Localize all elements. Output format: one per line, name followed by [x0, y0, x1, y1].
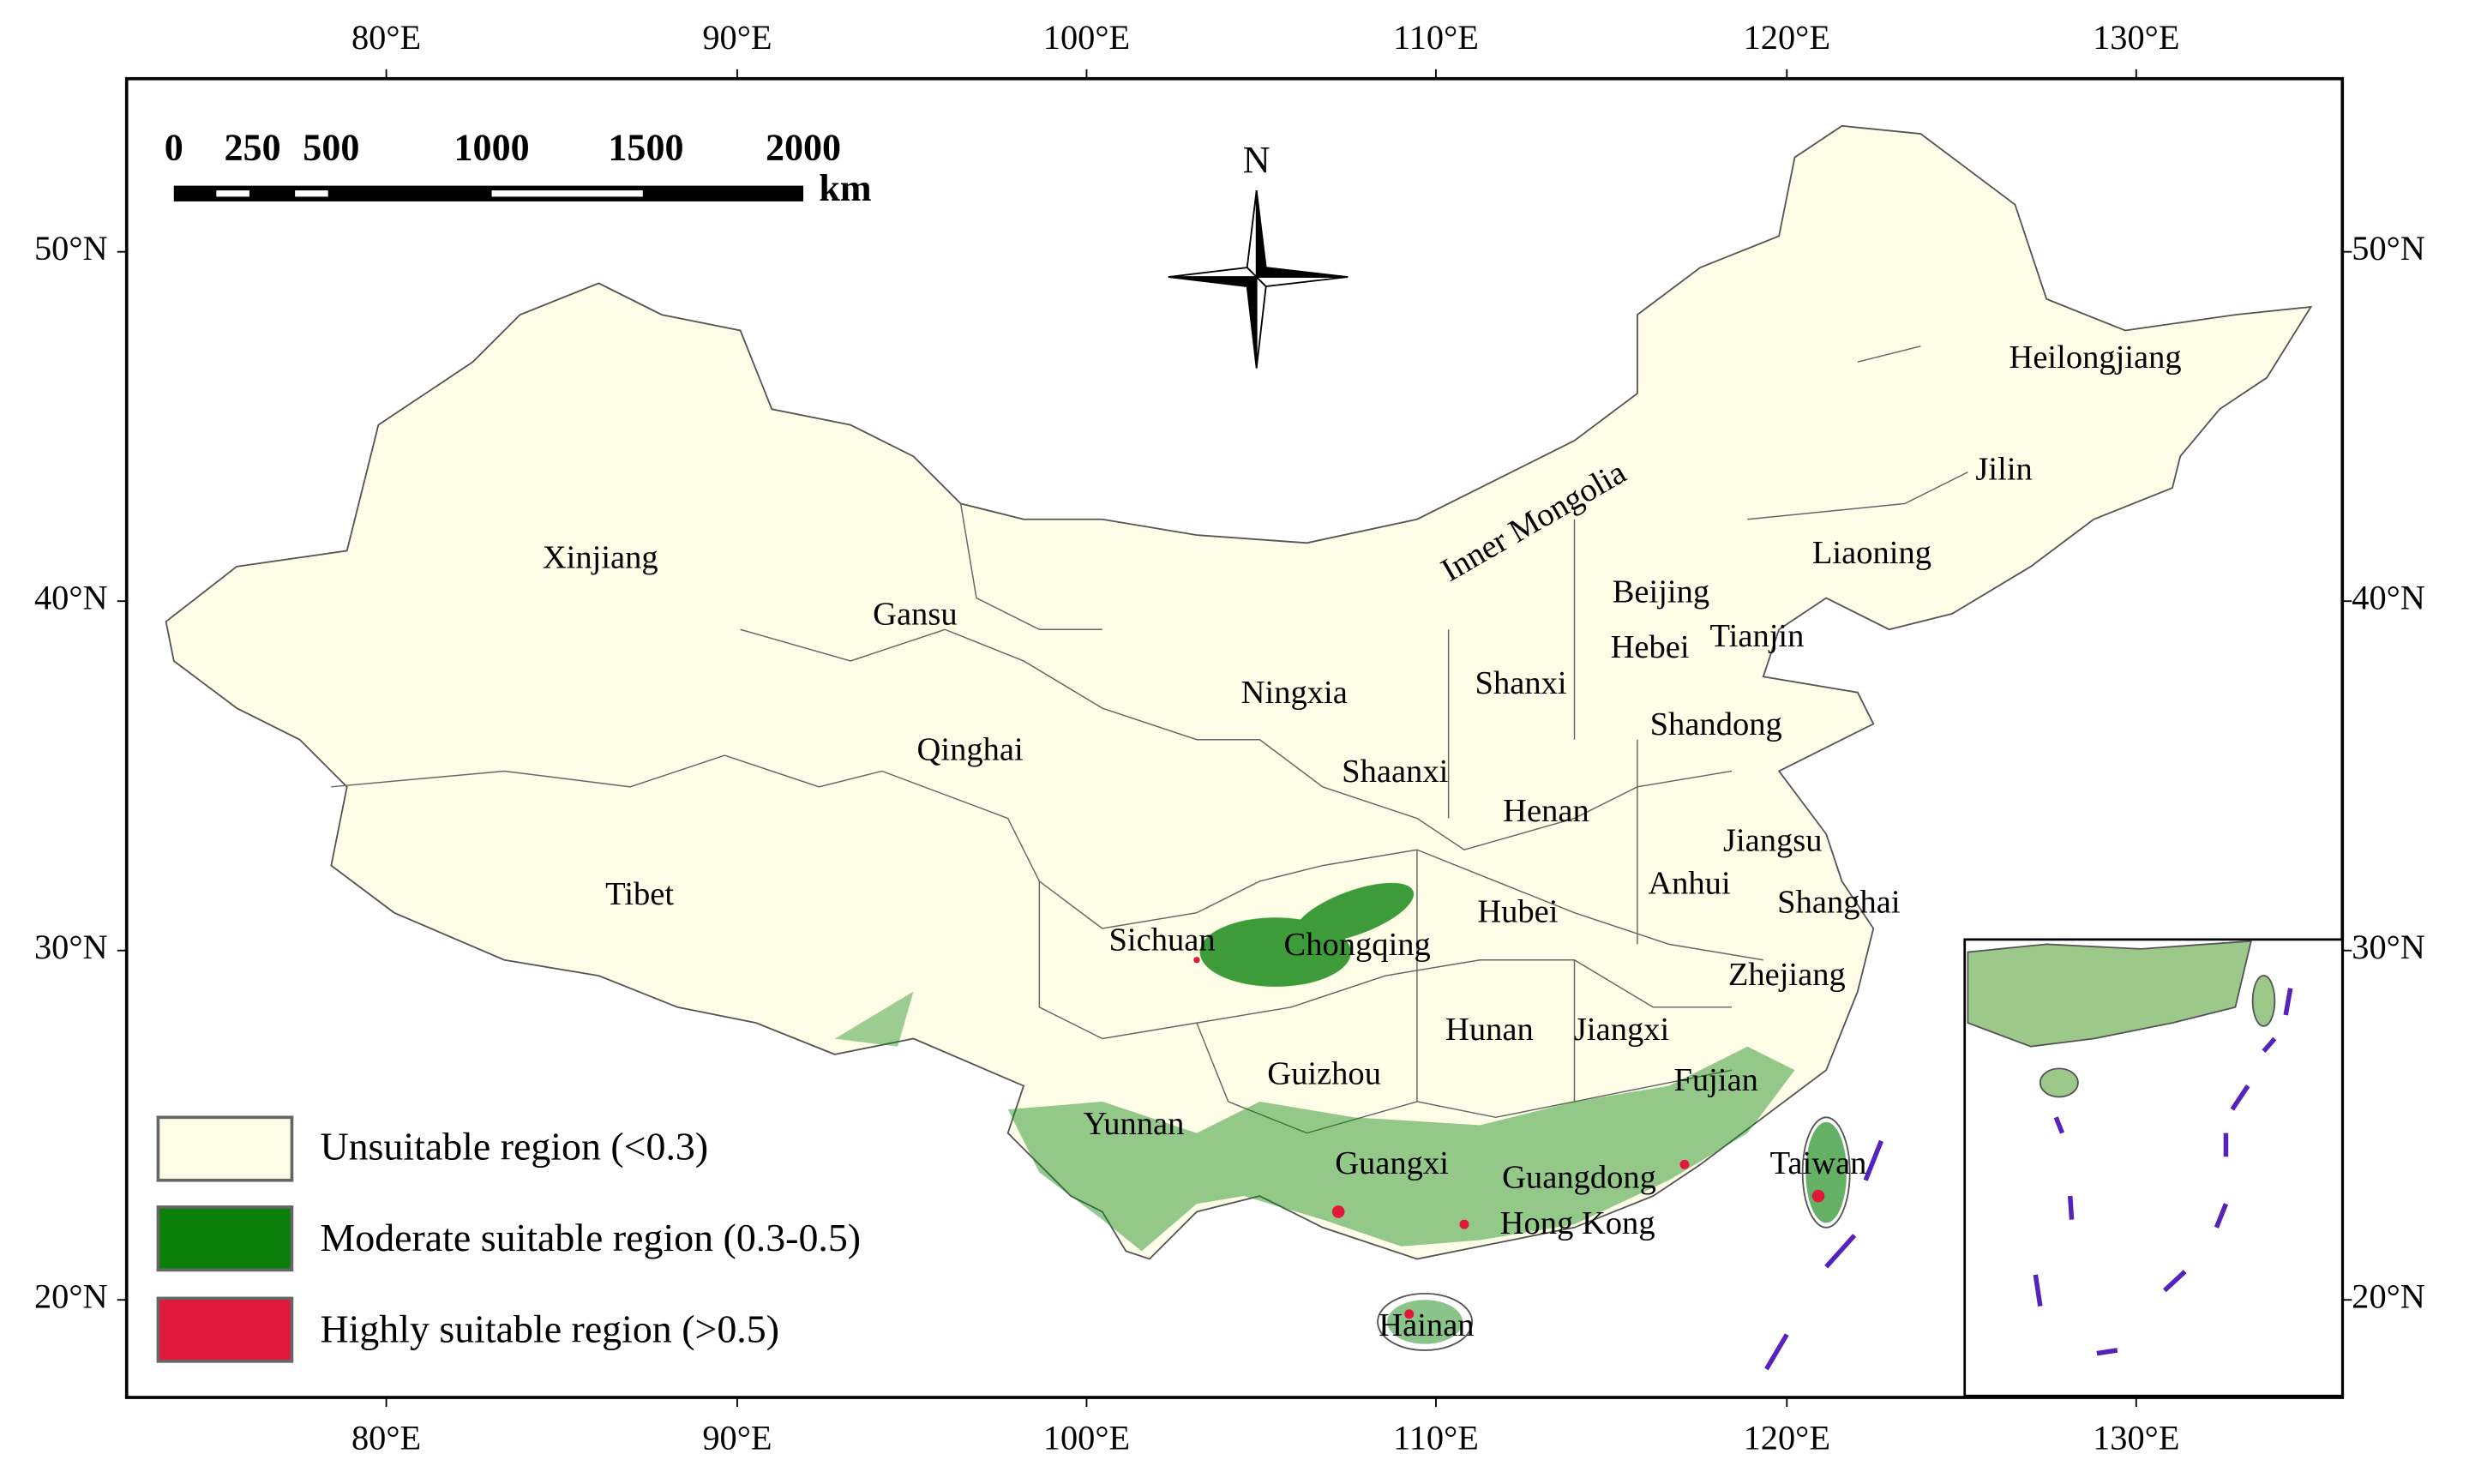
lon-label: 120°E	[1744, 1419, 1830, 1457]
province-label: Shandong	[1650, 706, 1782, 742]
lon-label: 110°E	[1393, 18, 1479, 57]
lat-label: 50°N	[34, 229, 108, 267]
lon-label: 120°E	[1744, 18, 1830, 57]
province-label: Yunnan	[1084, 1106, 1185, 1142]
province-label: Anhui	[1648, 865, 1730, 901]
province-label: Heilongjiang	[2009, 339, 2181, 376]
province-label: Guangxi	[1335, 1145, 1449, 1181]
north-label: N	[1243, 139, 1271, 181]
province-label: Jiangxi	[1574, 1012, 1669, 1048]
province-label: Guizhou	[1267, 1055, 1381, 1091]
province-label: Hainan	[1379, 1307, 1474, 1343]
province-label: Chongqing	[1284, 927, 1431, 963]
lon-label: 90°E	[702, 18, 772, 57]
scale-label: 1000	[454, 126, 530, 168]
province-label: Ningxia	[1241, 675, 1348, 711]
scale-label: 2000	[766, 126, 841, 168]
province-label: Qinghai	[917, 731, 1024, 767]
inset-hainan	[2039, 1067, 2079, 1098]
lon-label: 90°E	[702, 1419, 772, 1457]
lon-label: 80°E	[351, 18, 421, 57]
province-label: Guangdong	[1502, 1160, 1656, 1196]
lat-label: 50°N	[2352, 229, 2425, 267]
province-label: Xinjiang	[543, 539, 658, 575]
scale-label: 500	[303, 126, 359, 168]
province-label: Liaoning	[1812, 535, 1931, 571]
province-label: Shaanxi	[1342, 754, 1448, 790]
province-borders	[331, 345, 1968, 1134]
scale-label: 250	[225, 126, 281, 168]
province-label: Hebei	[1611, 629, 1690, 665]
scale-bar	[173, 185, 804, 201]
lon-label: 100°E	[1043, 1419, 1130, 1457]
hainan-outline	[1377, 1292, 1474, 1351]
province-label: Tianjin	[1709, 618, 1804, 654]
legend-swatch	[156, 1205, 294, 1272]
lat-label: 30°N	[2352, 928, 2425, 966]
province-label: Fujian	[1673, 1062, 1757, 1098]
province-label: Jilin	[1975, 452, 2032, 488]
legend-label: Moderate suitable region (0.3-0.5)	[320, 1216, 861, 1259]
inset-taiwan	[2251, 975, 2276, 1027]
lat-label: 20°N	[34, 1277, 108, 1315]
scale-unit: km	[819, 167, 871, 209]
lon-label: 80°E	[351, 1419, 421, 1457]
inset-dashes	[2033, 988, 2293, 1356]
province-label: Henan	[1503, 793, 1589, 829]
lon-label: 130°E	[2093, 1419, 2179, 1457]
legend-swatch	[156, 1296, 294, 1363]
province-label: Tibet	[605, 876, 674, 912]
province-label: Beijing	[1613, 574, 1709, 610]
high-areas	[1193, 957, 1825, 1319]
province-label: Shanxi	[1475, 665, 1567, 701]
province-label: Gansu	[873, 596, 957, 632]
scale-label: 1500	[608, 126, 683, 168]
legend-label: Highly suitable region (>0.5)	[320, 1307, 778, 1350]
lat-label: 20°N	[2352, 1277, 2425, 1315]
boundary-dashes	[1764, 1139, 1884, 1371]
inset-coast	[1967, 940, 2253, 1048]
lon-label: 110°E	[1393, 1419, 1479, 1457]
province-label: Shanghai	[1777, 884, 1900, 920]
legend-swatch	[156, 1115, 294, 1182]
province-label: Zhejiang	[1728, 957, 1846, 993]
province-label: Hubei	[1477, 893, 1558, 929]
legend-label: Unsuitable region (<0.3)	[320, 1124, 708, 1168]
lat-label: 40°N	[34, 578, 108, 616]
lat-label: 30°N	[34, 928, 108, 966]
province-label: Taiwan	[1770, 1145, 1867, 1181]
province-label: Jiangsu	[1723, 823, 1823, 859]
province-label: Hong Kong	[1500, 1205, 1655, 1241]
taiwan-outline	[1801, 1116, 1851, 1229]
north-arrow	[1168, 189, 1349, 369]
lat-label: 40°N	[2352, 578, 2425, 616]
province-label: Sichuan	[1108, 922, 1215, 958]
province-label: Hunan	[1445, 1012, 1534, 1048]
lon-label: 130°E	[2093, 18, 2179, 57]
scale-label: 0	[165, 126, 183, 168]
lon-label: 100°E	[1043, 18, 1130, 57]
country-outline	[165, 124, 2313, 1260]
